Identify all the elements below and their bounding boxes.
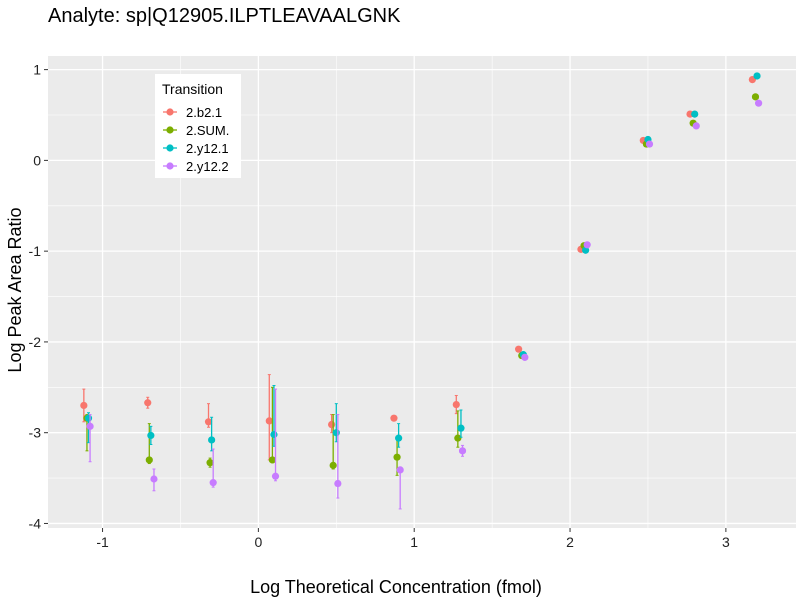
legend-label: 2.y12.1 bbox=[186, 141, 229, 156]
data-point bbox=[86, 422, 94, 430]
data-point bbox=[334, 479, 342, 488]
legend-key-dot bbox=[166, 108, 174, 116]
data-point bbox=[204, 418, 213, 426]
chart-title: Analyte: sp|Q12905.ILPTLEAVAALGNK bbox=[48, 5, 401, 27]
data-point bbox=[582, 246, 590, 254]
data-point bbox=[268, 456, 276, 464]
data-point bbox=[150, 475, 158, 483]
data-point bbox=[396, 466, 404, 474]
x-tick-label: 3 bbox=[722, 534, 730, 550]
data-point bbox=[80, 401, 88, 410]
data-point bbox=[328, 420, 336, 429]
legend-box bbox=[155, 74, 241, 178]
data-point bbox=[208, 436, 216, 444]
data-point bbox=[452, 400, 460, 409]
legend-label: 2.b2.1 bbox=[186, 105, 222, 120]
data-point bbox=[755, 99, 763, 107]
legend-key-dot bbox=[166, 144, 174, 152]
legend-label: 2.y12.2 bbox=[186, 159, 229, 174]
data-point bbox=[454, 434, 462, 442]
data-point bbox=[692, 122, 700, 130]
x-tick-label: -1 bbox=[96, 534, 109, 550]
data-point bbox=[458, 447, 467, 455]
data-point bbox=[271, 472, 280, 480]
data-point bbox=[583, 241, 591, 249]
y-tick-label: -2 bbox=[29, 334, 42, 350]
data-point bbox=[206, 459, 214, 467]
legend-label: 2.SUM. bbox=[186, 123, 229, 138]
data-point bbox=[329, 461, 337, 469]
legend: Transition 2.b2.1 2.SUM. 2.y12.1 2.y12.2 bbox=[155, 74, 241, 178]
data-point bbox=[145, 456, 153, 464]
data-marks bbox=[80, 72, 763, 510]
y-tick-label: 1 bbox=[33, 62, 41, 78]
data-point bbox=[270, 430, 278, 439]
data-point bbox=[457, 424, 465, 432]
data-point bbox=[84, 414, 93, 422]
y-tick-label: -3 bbox=[29, 425, 42, 441]
x-tick-label: 2 bbox=[566, 534, 574, 550]
x-tick-label: 1 bbox=[410, 534, 418, 550]
y-tick-label: -1 bbox=[29, 243, 42, 259]
x-tick-label: 0 bbox=[254, 534, 262, 550]
major-gridlines bbox=[48, 56, 796, 528]
data-point bbox=[515, 345, 523, 353]
legend-key-dot bbox=[166, 162, 174, 170]
data-point bbox=[753, 72, 761, 80]
legend-key-dot bbox=[166, 126, 174, 134]
data-point bbox=[395, 434, 403, 442]
data-point bbox=[390, 414, 398, 422]
legend-title: Transition bbox=[162, 81, 223, 97]
data-point bbox=[265, 417, 273, 425]
data-point bbox=[209, 479, 217, 487]
x-axis-title: Log Theoretical Concentration (fmol) bbox=[250, 577, 542, 597]
data-point bbox=[393, 453, 401, 461]
y-tick-label: 0 bbox=[33, 152, 41, 168]
data-point bbox=[332, 429, 340, 437]
data-point bbox=[147, 431, 155, 440]
series-group bbox=[86, 99, 763, 510]
y-axis: -4 -3 -2 -1 0 1 bbox=[29, 62, 48, 531]
y-axis-title: Log Peak Area Ratio bbox=[5, 207, 25, 372]
data-point bbox=[645, 140, 654, 148]
x-axis: -1 0 1 2 3 bbox=[96, 528, 730, 550]
data-point bbox=[751, 93, 760, 101]
series-group bbox=[80, 76, 756, 461]
y-tick-label: -4 bbox=[29, 515, 42, 531]
data-point bbox=[144, 399, 152, 407]
data-point bbox=[691, 110, 699, 118]
data-point bbox=[521, 353, 529, 361]
